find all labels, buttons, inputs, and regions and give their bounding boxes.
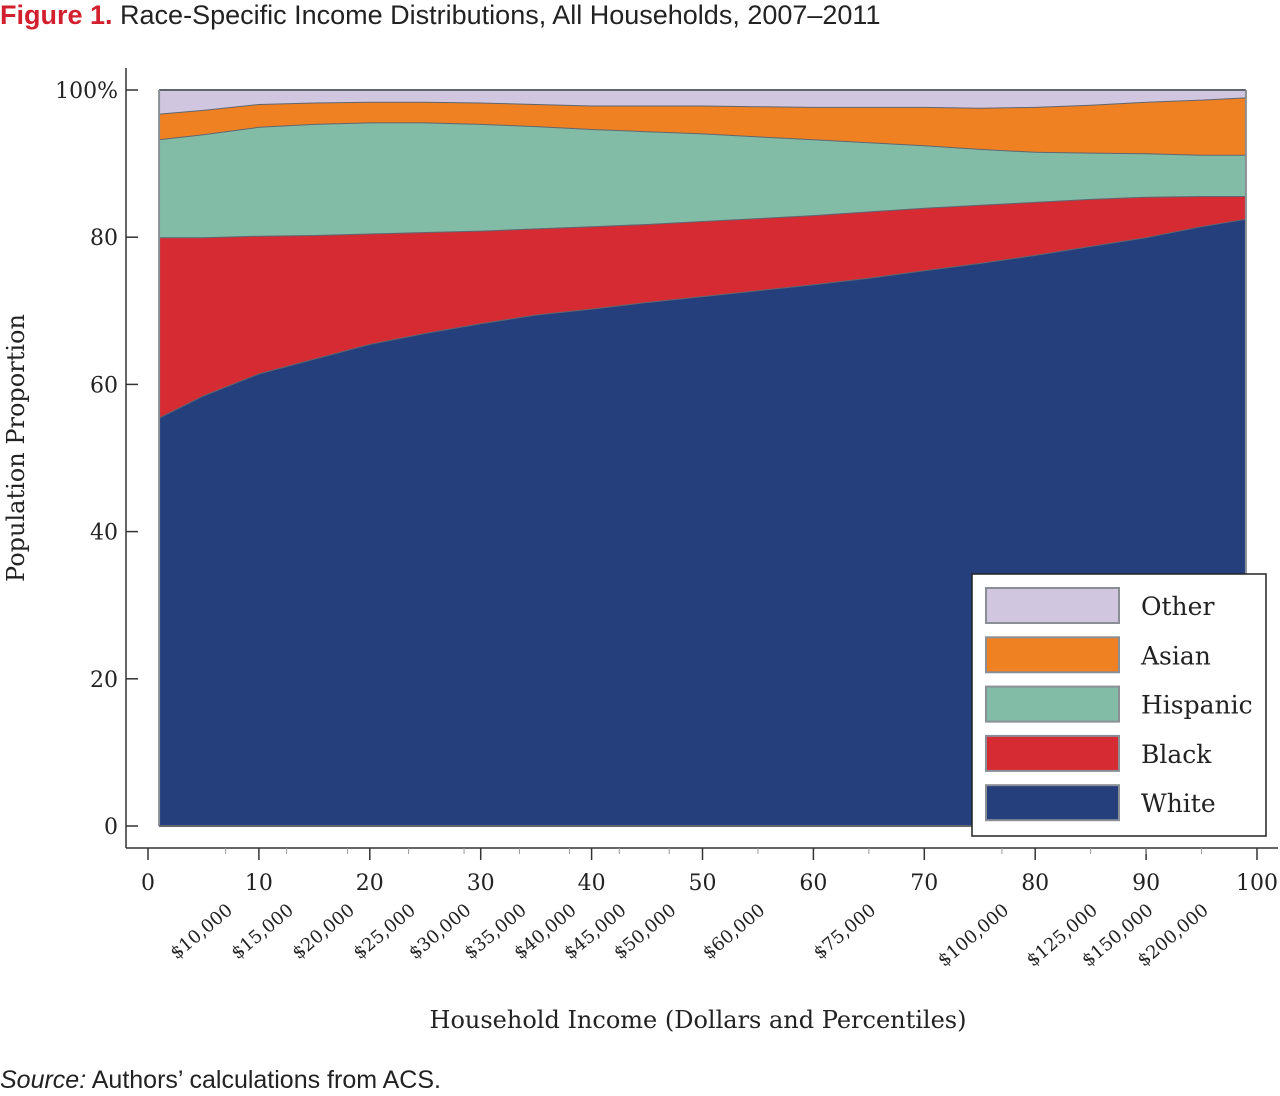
legend-swatch-white xyxy=(985,784,1120,822)
figure-label: Figure 1. xyxy=(0,0,113,30)
legend-swatch-hispanic xyxy=(985,685,1120,723)
legend-label-white: White xyxy=(1141,789,1216,818)
x-tick-label: 80 xyxy=(1021,871,1049,896)
figure-title: Figure 1. Race-Specific Income Distribut… xyxy=(0,0,880,31)
legend-label-hispanic: Hispanic xyxy=(1141,691,1253,720)
y-tick-label: 0 xyxy=(104,815,118,840)
dollar-tick-label: $15,000 xyxy=(227,900,298,964)
area-hispanic xyxy=(159,122,1246,238)
source-label: Source: xyxy=(0,1066,87,1094)
area-layers xyxy=(158,89,1247,827)
area-asian xyxy=(159,97,1246,155)
dollar-tick-label: $60,000 xyxy=(699,900,770,964)
y-tick-label: 40 xyxy=(90,521,118,546)
area-other xyxy=(159,90,1246,114)
legend-label-black: Black xyxy=(1141,740,1212,769)
dollar-tick-label: $75,000 xyxy=(810,900,881,964)
y-tick-label: 100% xyxy=(55,79,118,104)
x-tick-label: 100 xyxy=(1236,871,1278,896)
dollar-ticks: $10,000$15,000$20,000$25,000$30,000$35,0… xyxy=(166,848,1213,971)
dollar-tick-label: $100,000 xyxy=(934,900,1013,971)
dollar-tick-label: $10,000 xyxy=(166,900,237,964)
y-tick-label: 80 xyxy=(90,226,118,251)
dollar-tick-label: $20,000 xyxy=(288,900,359,964)
legend-swatch-black xyxy=(985,734,1120,772)
legend-swatch-asian xyxy=(985,636,1120,674)
x-tick-label: 60 xyxy=(799,871,827,896)
legend: Other Asian Hispanic Black White xyxy=(971,573,1267,837)
x-tick-label: 70 xyxy=(910,871,938,896)
x-tick-label: 40 xyxy=(578,871,606,896)
x-tick-label: 0 xyxy=(141,871,155,896)
x-ticks: 0 10 20 30 40 50 60 70 80 90 100 xyxy=(141,848,1278,896)
x-tick-label: 30 xyxy=(467,871,495,896)
y-tick-label: 60 xyxy=(90,373,118,398)
y-ticks: 0 20 40 60 80 100% xyxy=(55,79,138,840)
legend-label-other: Other xyxy=(1141,592,1214,621)
legend-swatch-other xyxy=(985,587,1120,624)
x-tick-label: 90 xyxy=(1132,871,1160,896)
x-tick-label: 50 xyxy=(689,871,717,896)
x-tick-label: 10 xyxy=(245,871,273,896)
area-black xyxy=(159,196,1246,418)
figure-title-text: Race-Specific Income Distributions, All … xyxy=(120,0,881,30)
legend-label-asian: Asian xyxy=(1140,641,1211,670)
source-text: Authors’ calculations from ACS. xyxy=(91,1066,441,1094)
source-note: Source: Authors’ calculations from ACS. xyxy=(0,1066,441,1095)
y-axis-label: Population Proportion xyxy=(2,314,30,582)
y-tick-label: 20 xyxy=(90,668,118,693)
x-axis-label: Household Income (Dollars and Percentile… xyxy=(430,1006,967,1034)
x-tick-label: 20 xyxy=(356,871,384,896)
